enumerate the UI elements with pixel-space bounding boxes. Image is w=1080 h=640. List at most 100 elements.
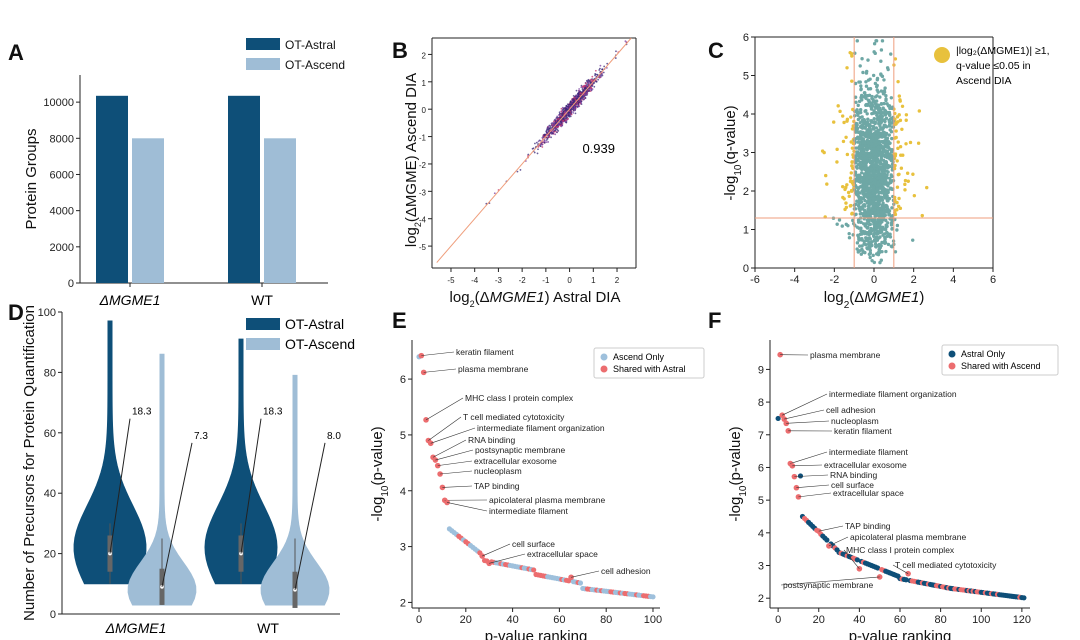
legend-label: OT-Astral	[285, 316, 344, 332]
data-point	[559, 120, 562, 123]
legend-marker	[600, 353, 608, 361]
data-point	[885, 176, 889, 180]
data-point	[887, 234, 892, 238]
bar-ot-ascend	[132, 138, 164, 283]
data-point	[566, 108, 569, 111]
label-leader	[435, 449, 474, 461]
y-tick-label: 5	[743, 71, 749, 83]
data-point	[881, 190, 885, 195]
data-point	[856, 137, 861, 141]
data-point	[880, 114, 885, 119]
x-tick-label: -5	[447, 276, 455, 285]
data-point	[547, 141, 550, 143]
data-point	[880, 186, 884, 191]
data-point	[863, 156, 868, 160]
significant-point	[895, 185, 900, 189]
significant-point	[850, 146, 855, 150]
point-label: plasma membrane	[458, 364, 529, 374]
data-point	[859, 197, 863, 202]
x-tick-label: 1	[591, 276, 596, 285]
data-point	[570, 111, 573, 114]
x-tick-label: 20	[460, 614, 472, 626]
data-point	[870, 133, 874, 137]
data-point	[571, 100, 573, 103]
data-point	[590, 79, 593, 82]
data-point	[880, 74, 885, 79]
significant-point	[849, 52, 854, 56]
data-point	[889, 150, 894, 154]
data-point	[872, 171, 876, 175]
label-leader	[792, 464, 823, 467]
data-point	[859, 87, 863, 91]
y-tick-label: 60	[44, 428, 56, 440]
data-point	[873, 214, 877, 218]
data-point	[863, 133, 867, 138]
point-label: intermediate filament organization	[829, 389, 957, 399]
label-leader	[442, 485, 473, 488]
data-point	[882, 149, 886, 154]
label-leader	[794, 474, 829, 477]
legend-swatch	[246, 338, 280, 350]
data-point	[888, 147, 892, 151]
data-point	[598, 69, 601, 71]
point-label: extracellular space	[833, 488, 904, 498]
data-point	[876, 207, 881, 211]
data-point	[882, 207, 886, 212]
data-point	[867, 252, 872, 256]
data-point	[883, 196, 887, 200]
point-label: nucleoplasm	[831, 416, 879, 426]
data-point	[824, 537, 830, 543]
data-point	[578, 101, 581, 104]
y-axis-title: Number of Precursors for Protein Quantif…	[21, 305, 38, 621]
y-tick-label: -3	[419, 188, 427, 197]
significant-point	[916, 141, 921, 145]
legend-label: q-value ≤0.05 in	[956, 60, 1031, 72]
data-point	[557, 119, 559, 122]
legend-box	[593, 347, 705, 379]
label-leader	[432, 439, 467, 458]
data-point	[882, 78, 886, 82]
data-point	[871, 253, 875, 258]
data-point	[883, 164, 888, 168]
data-point	[866, 236, 870, 241]
x-tick-label: -2	[519, 276, 527, 285]
data-point	[875, 83, 879, 88]
data-point	[866, 154, 871, 158]
data-point	[879, 230, 883, 234]
significant-point	[899, 166, 904, 170]
data-point	[889, 223, 894, 227]
data-point	[861, 70, 865, 75]
data-point	[865, 232, 869, 236]
label-leader	[437, 460, 473, 466]
data-point	[871, 146, 876, 151]
data-point	[565, 105, 568, 107]
data-point	[573, 97, 576, 99]
data-point	[536, 152, 539, 155]
data-point	[865, 200, 870, 204]
data-point	[879, 151, 883, 155]
data-point	[866, 135, 870, 139]
data-point	[854, 557, 860, 563]
data-point	[888, 113, 892, 118]
data-point	[568, 115, 570, 118]
panel-d-violin: 0 20 40 60 80 100 18.3 18.3 7.3 8.0 ΔMGME1 WT Number…	[21, 305, 355, 636]
data-point	[863, 181, 867, 185]
data-point	[879, 139, 884, 144]
data-point	[863, 213, 867, 217]
data-point	[869, 176, 873, 180]
data-point	[519, 169, 522, 171]
data-point	[878, 121, 882, 126]
x-tick-label: 20	[813, 614, 825, 626]
data-point	[550, 131, 553, 134]
mean-annotation: 7.3	[194, 431, 208, 442]
y-tick-label: 100	[38, 307, 56, 319]
data-point	[889, 96, 894, 100]
label-leader	[482, 543, 511, 557]
data-point	[527, 153, 530, 156]
data-point	[555, 120, 558, 122]
significant-point	[838, 109, 842, 114]
label-leader	[489, 553, 526, 564]
data-point	[543, 141, 546, 144]
data-point	[866, 58, 870, 62]
data-point	[857, 178, 862, 183]
